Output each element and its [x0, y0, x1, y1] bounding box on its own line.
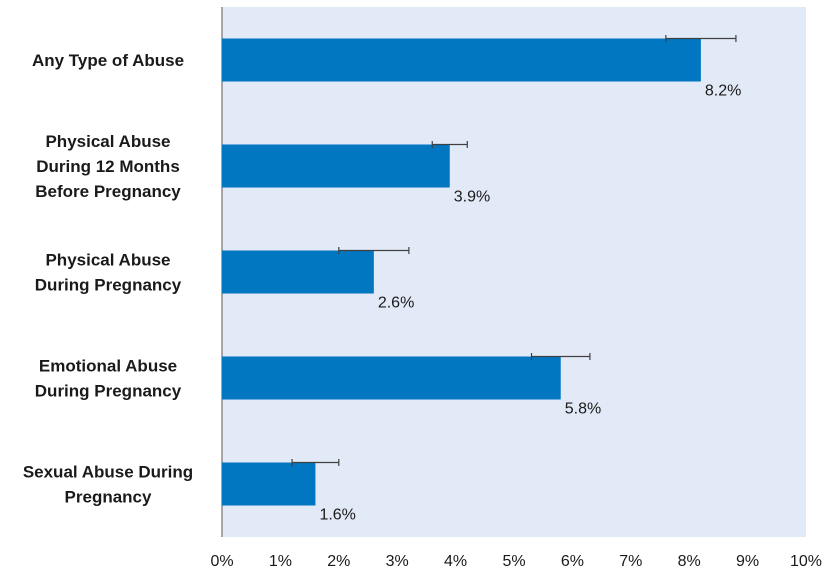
x-tick-label: 5%	[502, 553, 525, 570]
x-tick-label: 3%	[386, 553, 409, 570]
x-tick-label: 1%	[269, 553, 292, 570]
category-labels: Any Type of Abuse Physical Abuse During 12…	[23, 51, 193, 507]
data-label: 5.8%	[565, 401, 601, 418]
category-label: During Pregnancy	[35, 382, 182, 401]
x-tick-label: 10%	[790, 553, 822, 570]
error-bar	[338, 247, 410, 254]
data-label: 8.2%	[705, 83, 741, 100]
error-bar	[530, 353, 591, 360]
error-bar	[291, 459, 340, 466]
category-label: Pregnancy	[65, 488, 152, 507]
bar	[222, 250, 374, 294]
data-label: 2.6%	[378, 295, 414, 312]
data-label: 3.9%	[454, 189, 490, 206]
category-label: Any Type of Abuse	[32, 51, 184, 70]
x-tick-label: 9%	[736, 553, 759, 570]
category-label: Sexual Abuse During	[23, 463, 193, 482]
x-tick-label: 4%	[444, 553, 467, 570]
bars-group: 8.2% 3.9% 2.6% 5.8% 1.6%	[222, 35, 741, 524]
x-axis-ticks: 0% 1% 2% 3% 4% 5% 6% 7% 8% 9% 10%	[210, 553, 822, 570]
data-label: 1.6%	[319, 507, 355, 524]
bar	[222, 38, 701, 82]
category-label: During Pregnancy	[35, 276, 182, 295]
bar	[222, 462, 316, 506]
error-bar	[665, 35, 737, 42]
category-label: Physical Abuse	[45, 251, 170, 270]
x-tick-label: 7%	[619, 553, 642, 570]
x-tick-label: 6%	[561, 553, 584, 570]
category-label: Before Pregnancy	[35, 182, 181, 201]
x-tick-label: 0%	[210, 553, 233, 570]
error-bar	[431, 141, 468, 148]
bar	[222, 144, 450, 188]
bar	[222, 356, 561, 400]
x-tick-label: 8%	[678, 553, 701, 570]
x-tick-label: 2%	[327, 553, 350, 570]
category-label: Physical Abuse	[45, 132, 170, 151]
category-label: Emotional Abuse	[39, 357, 177, 376]
category-label: During 12 Months	[36, 157, 180, 176]
